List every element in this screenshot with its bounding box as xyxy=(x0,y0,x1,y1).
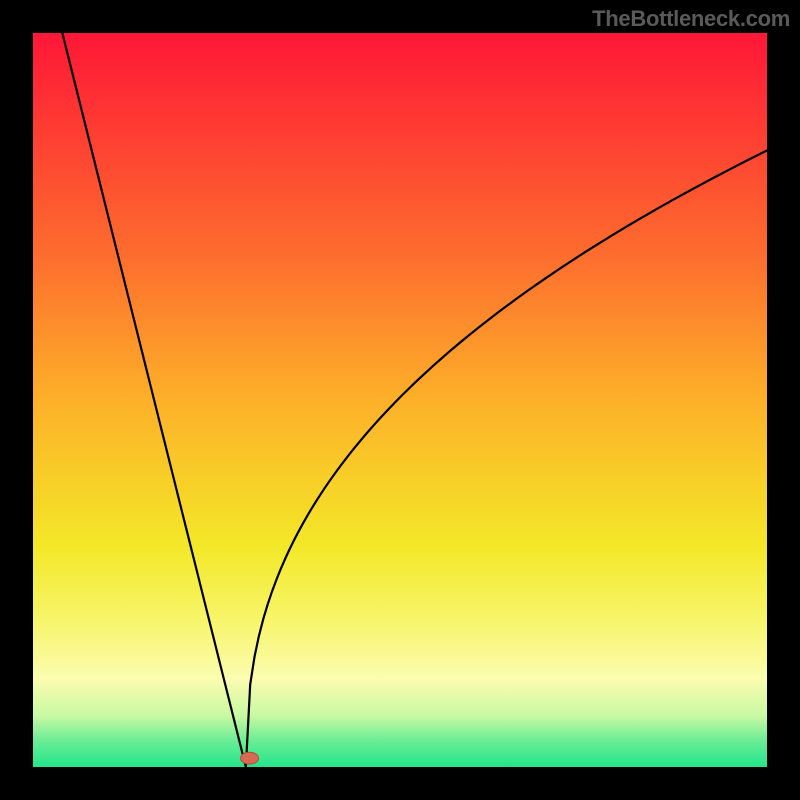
minimum-marker xyxy=(241,752,259,764)
plot-area xyxy=(33,33,767,767)
bottleneck-chart xyxy=(33,33,767,767)
gradient-background xyxy=(33,33,767,767)
watermark-text: TheBottleneck.com xyxy=(592,6,790,32)
chart-frame: TheBottleneck.com xyxy=(0,0,800,800)
